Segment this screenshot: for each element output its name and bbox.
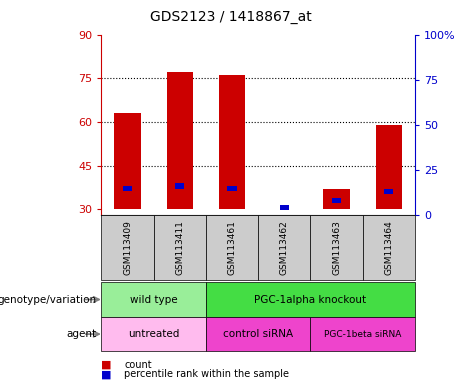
Text: GSM113411: GSM113411 — [175, 220, 184, 275]
Text: GSM113409: GSM113409 — [123, 220, 132, 275]
Text: GSM113461: GSM113461 — [228, 220, 236, 275]
Text: ■: ■ — [101, 360, 112, 370]
Text: wild type: wild type — [130, 295, 177, 305]
Text: GDS2123 / 1418867_at: GDS2123 / 1418867_at — [150, 10, 311, 23]
Text: GSM113463: GSM113463 — [332, 220, 341, 275]
Bar — [219, 75, 245, 209]
Bar — [123, 186, 132, 192]
Text: genotype/variation: genotype/variation — [0, 295, 97, 305]
Bar — [114, 113, 141, 209]
Text: percentile rank within the sample: percentile rank within the sample — [124, 369, 290, 379]
Text: count: count — [124, 360, 152, 370]
Bar — [332, 198, 341, 203]
Text: PGC-1beta siRNA: PGC-1beta siRNA — [324, 329, 402, 339]
Bar — [227, 186, 236, 192]
Bar — [175, 183, 184, 189]
Bar — [376, 125, 402, 209]
Text: untreated: untreated — [128, 329, 179, 339]
Bar — [167, 73, 193, 209]
Text: agent: agent — [67, 329, 97, 339]
Text: GSM113462: GSM113462 — [280, 220, 289, 275]
Bar — [280, 205, 289, 210]
Bar — [384, 189, 393, 194]
Text: ■: ■ — [101, 369, 112, 379]
Bar — [324, 189, 349, 209]
Text: GSM113464: GSM113464 — [384, 220, 393, 275]
Text: control siRNA: control siRNA — [223, 329, 293, 339]
Text: PGC-1alpha knockout: PGC-1alpha knockout — [254, 295, 366, 305]
